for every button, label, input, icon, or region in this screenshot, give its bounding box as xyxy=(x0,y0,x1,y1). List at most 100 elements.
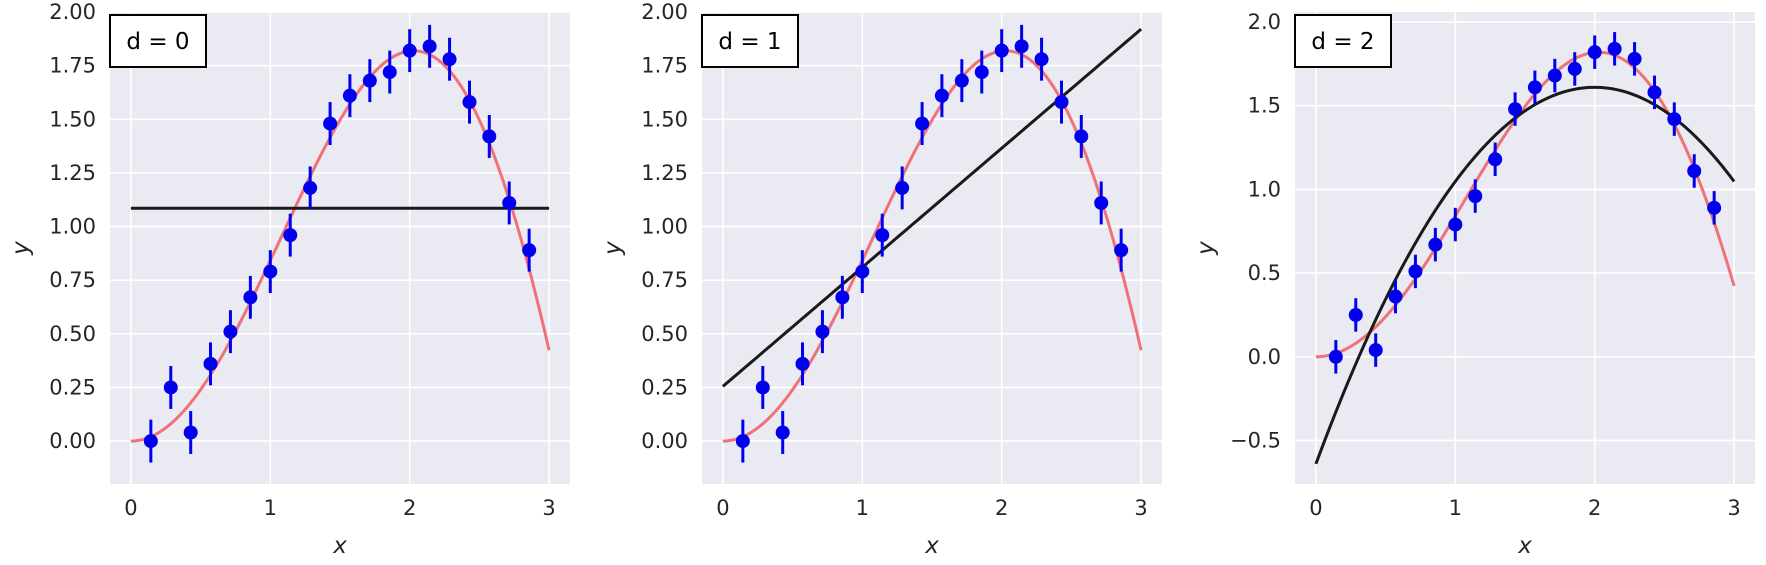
x-axis-label: x xyxy=(1517,533,1532,559)
data-point xyxy=(342,88,357,103)
data-point xyxy=(1054,95,1069,110)
data-point xyxy=(915,116,930,131)
chart-panel-1: 0.00 0.25 0.50 0.75 1.00 1.25 1.50 1.75 2.00 0 1 2 3… xyxy=(8,0,570,559)
data-point xyxy=(1014,39,1029,54)
data-point xyxy=(203,356,218,371)
data-point xyxy=(1687,164,1702,179)
y-axis-label: y xyxy=(1193,241,1219,256)
x-tick-label: 2 xyxy=(1588,496,1601,520)
chart-panel-2: 0.00 0.25 0.50 0.75 1.00 1.25 1.50 1.75 2.00 0 1 2 3… xyxy=(600,0,1162,559)
data-point xyxy=(362,73,377,88)
data-point xyxy=(1074,129,1089,144)
plot-area xyxy=(110,12,570,484)
data-point xyxy=(815,324,830,339)
data-point xyxy=(775,425,790,440)
data-point xyxy=(1428,237,1443,252)
data-point xyxy=(402,43,417,58)
data-point xyxy=(1547,68,1562,83)
data-point xyxy=(1114,243,1129,258)
true-function-curve xyxy=(722,49,1143,443)
data-point xyxy=(875,228,890,243)
y-tick-label: 0.00 xyxy=(641,429,688,453)
x-axis-label: x xyxy=(924,533,939,559)
x-tick-label: 3 xyxy=(1727,496,1740,520)
legend-box xyxy=(701,14,799,68)
y-tick-label: 0.0 xyxy=(1248,345,1281,369)
y-tick-label: 0.50 xyxy=(49,322,96,346)
y-tick-label: 2.00 xyxy=(49,0,96,24)
y-tick-label: 1.5 xyxy=(1248,94,1281,118)
y-tick-label: 1.50 xyxy=(49,107,96,131)
y-tick-label: 2.00 xyxy=(641,0,688,24)
data-point xyxy=(243,290,258,305)
data-point xyxy=(263,264,278,279)
data-point xyxy=(323,116,338,131)
data-point xyxy=(1527,80,1542,95)
data-point xyxy=(1508,102,1523,117)
plot-area xyxy=(702,12,1162,484)
data-point xyxy=(1034,52,1049,67)
data-point xyxy=(223,324,238,339)
y-tick-label: 0.75 xyxy=(49,268,96,292)
data-point xyxy=(462,95,477,110)
data-point xyxy=(1408,264,1423,279)
x-tick-label: 1 xyxy=(856,496,869,520)
x-tick-label: 1 xyxy=(1449,496,1462,520)
y-tick-label: 0.25 xyxy=(49,375,96,399)
data-point xyxy=(934,88,949,103)
data-point xyxy=(1328,349,1343,364)
data-point xyxy=(1368,343,1383,358)
true-function-curve xyxy=(1315,50,1736,359)
data-point xyxy=(835,290,850,305)
data-point xyxy=(502,195,517,210)
y-tick-label: 1.75 xyxy=(641,54,688,78)
data-point xyxy=(1627,51,1642,66)
y-tick-label: 0.25 xyxy=(641,375,688,399)
y-tick-label: 1.00 xyxy=(641,215,688,239)
y-tick-label: 1.0 xyxy=(1248,177,1281,201)
data-point xyxy=(183,425,198,440)
data-point xyxy=(1468,189,1483,204)
data-point xyxy=(755,380,770,395)
y-tick-label: 0.00 xyxy=(49,429,96,453)
data-point xyxy=(1667,112,1682,127)
fitted-polynomial-line xyxy=(721,28,1143,388)
true-function-curve xyxy=(130,49,551,443)
y-tick-label: 1.25 xyxy=(641,161,688,185)
y-tick-label: 1.00 xyxy=(49,215,96,239)
data-point xyxy=(735,434,750,449)
x-tick-label: 0 xyxy=(716,496,729,520)
data-point xyxy=(1094,195,1109,210)
data-point xyxy=(482,129,497,144)
legend-label: d = 1 xyxy=(718,29,781,55)
x-tick-label: 3 xyxy=(1134,496,1147,520)
data-point xyxy=(382,65,397,80)
data-point xyxy=(974,65,989,80)
data-point xyxy=(994,43,1009,58)
y-tick-label: −0.5 xyxy=(1230,428,1281,452)
x-tick-label: 2 xyxy=(403,496,416,520)
data-point xyxy=(855,264,870,279)
x-tick-label: 0 xyxy=(1309,496,1322,520)
data-point xyxy=(1707,200,1722,215)
data-point xyxy=(143,434,158,449)
y-tick-label: 0.5 xyxy=(1248,261,1281,285)
data-point xyxy=(163,380,178,395)
data-point xyxy=(954,73,969,88)
data-point xyxy=(1607,41,1622,56)
legend-box xyxy=(109,14,207,68)
y-tick-label: 0.75 xyxy=(641,268,688,292)
fitted-polynomial-line xyxy=(1314,85,1736,465)
y-tick-label: 1.75 xyxy=(49,54,96,78)
data-point xyxy=(1348,307,1363,322)
data-point xyxy=(795,356,810,371)
data-point xyxy=(895,180,910,195)
y-tick-label: 1.25 xyxy=(49,161,96,185)
data-point xyxy=(1587,45,1602,60)
data-point xyxy=(1488,152,1503,167)
x-tick-label: 3 xyxy=(542,496,555,520)
legend-label: d = 2 xyxy=(1311,29,1374,55)
data-point xyxy=(1388,289,1403,304)
data-point xyxy=(1567,61,1582,76)
